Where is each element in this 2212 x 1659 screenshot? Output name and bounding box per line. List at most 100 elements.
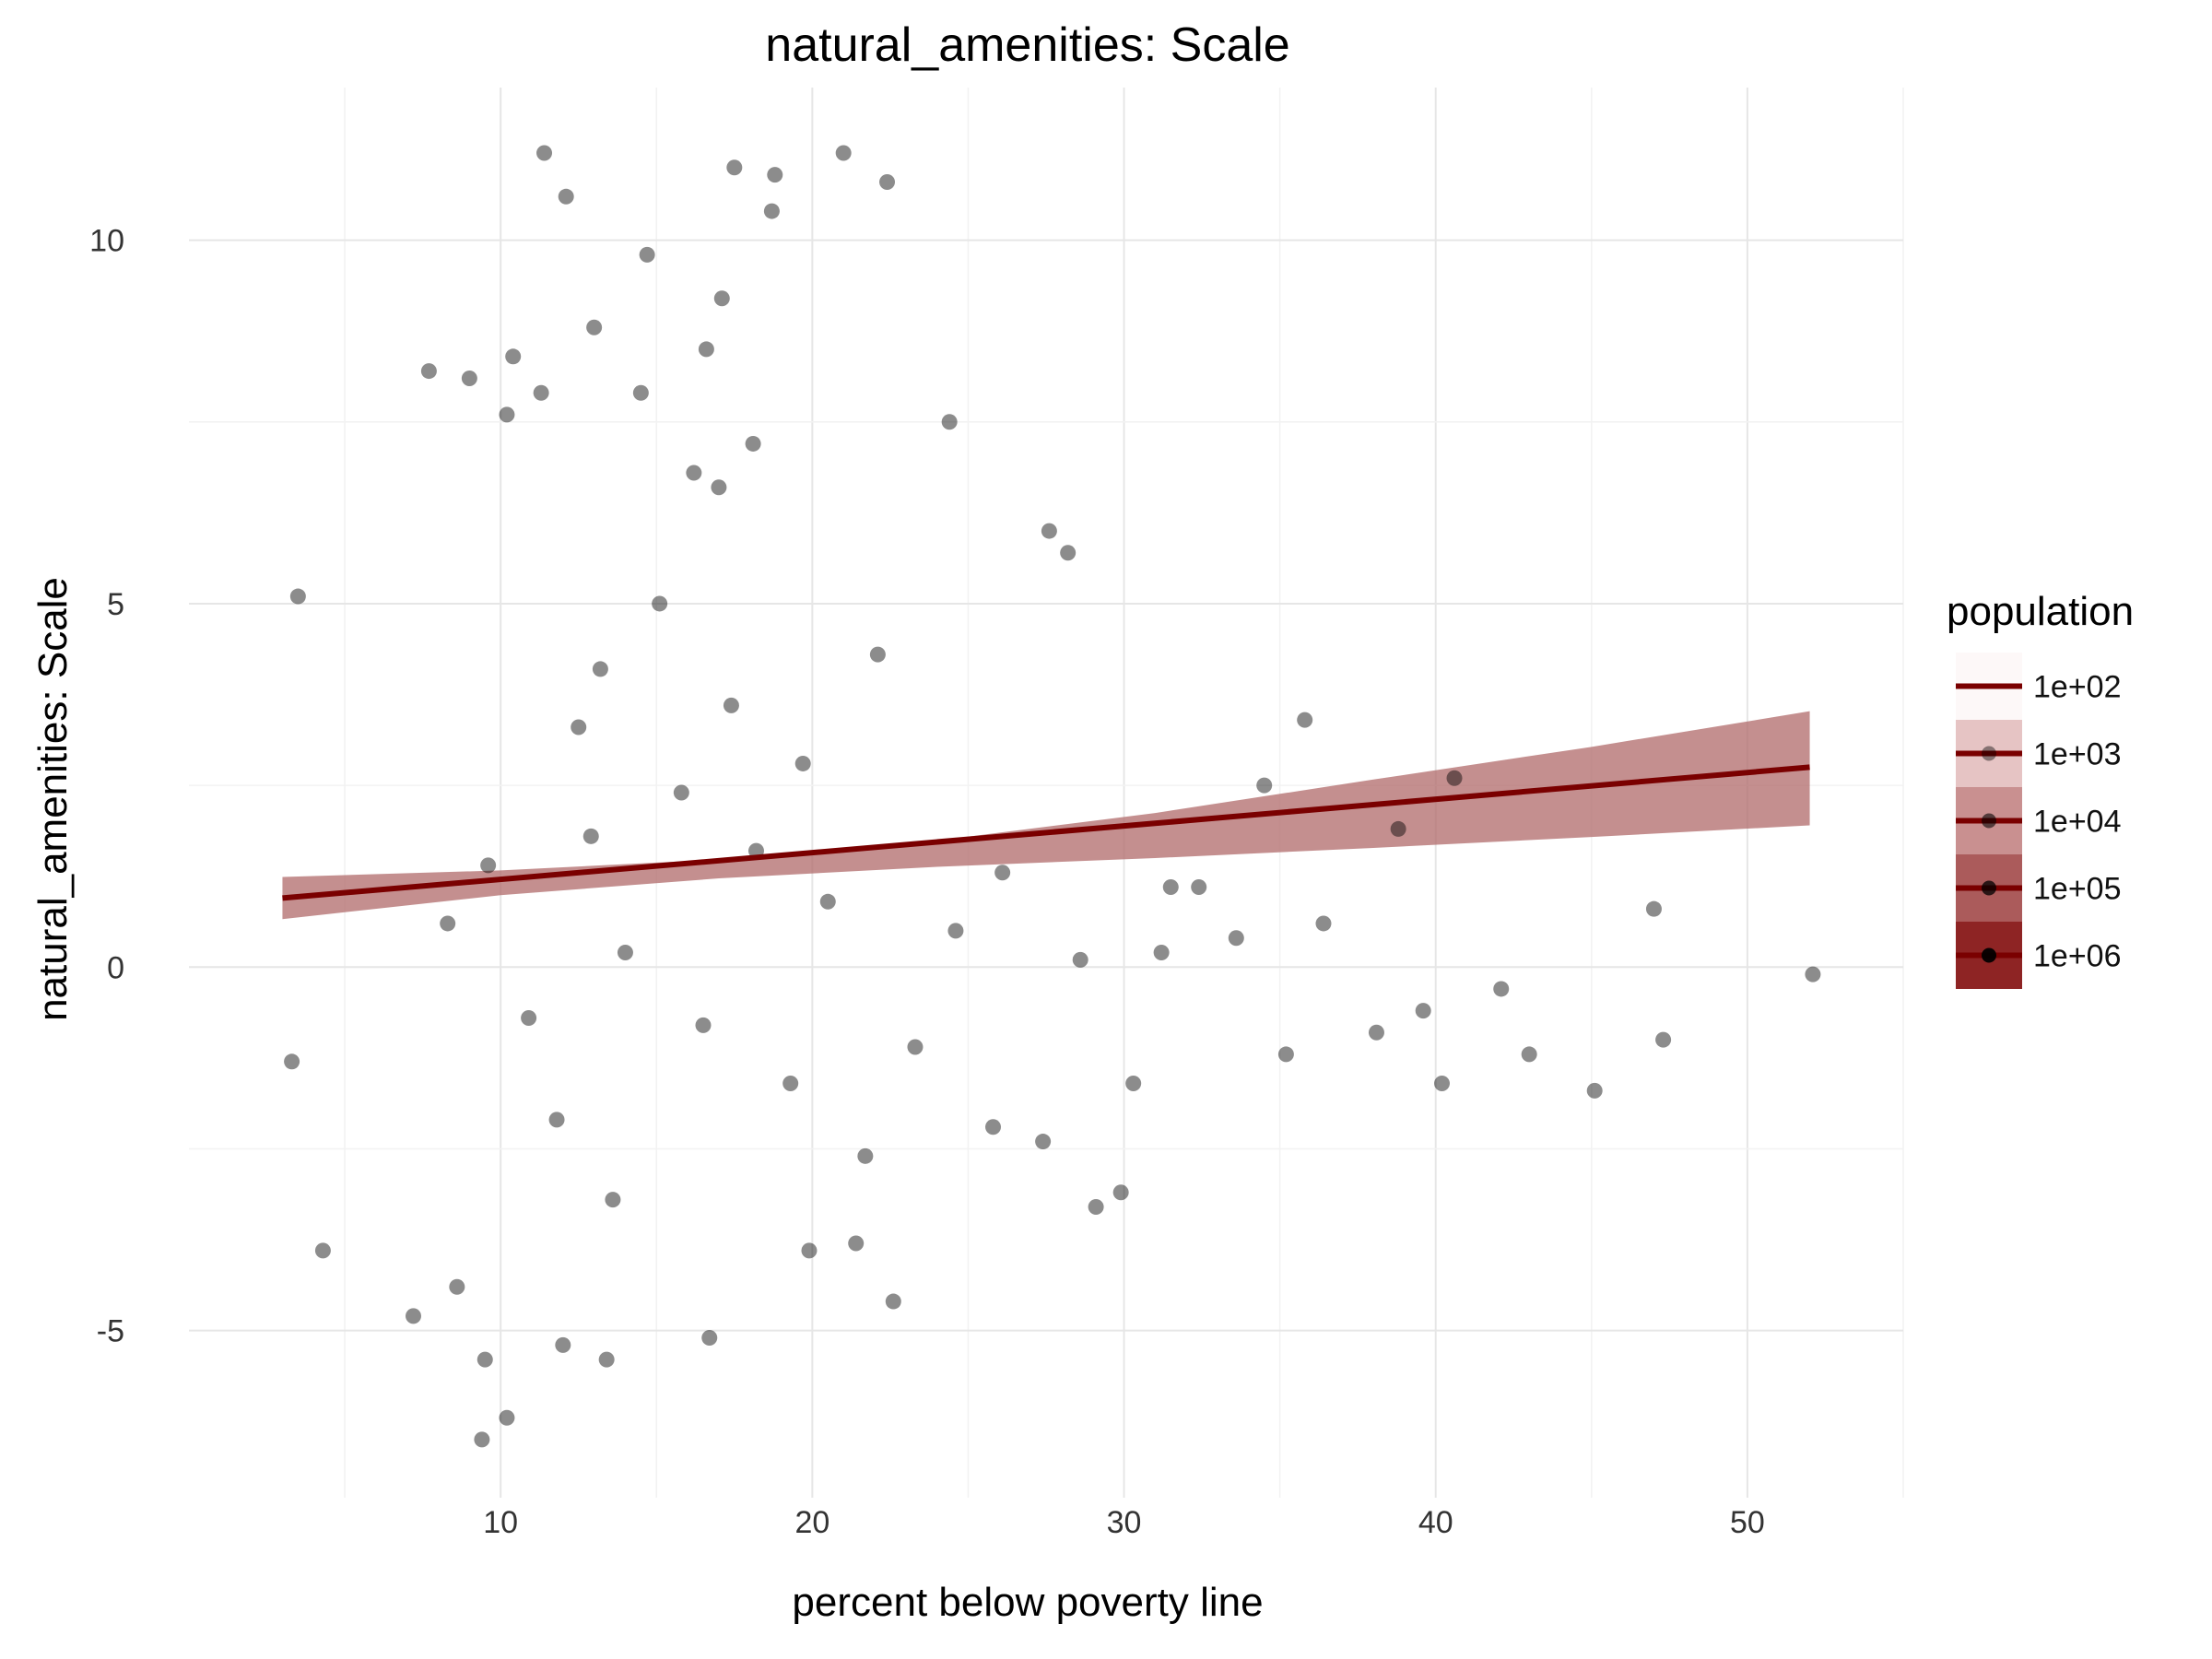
data-point — [1153, 945, 1170, 961]
x-tick-label: 50 — [1730, 1505, 1765, 1540]
data-point — [1125, 1075, 1142, 1091]
data-point — [885, 1293, 901, 1310]
data-point — [1655, 1031, 1672, 1048]
data-point — [1521, 1046, 1537, 1063]
legend-label: 1e+02 — [2033, 670, 2122, 705]
data-point — [480, 857, 497, 874]
legend-point-key — [1982, 813, 1996, 829]
x-tick-label: 40 — [1418, 1505, 1453, 1540]
data-point — [505, 348, 522, 365]
data-point — [726, 159, 743, 176]
data-point — [686, 465, 702, 481]
data-point — [652, 595, 668, 612]
data-point — [835, 145, 852, 161]
data-point — [461, 370, 477, 386]
x-axis-title: percent below poverty line — [792, 1580, 1263, 1625]
y-axis-ticks: -5 0 5 10 — [89, 224, 124, 1349]
legend: population 1e+02 1e+03 1e+04 1e+05 1e+06 — [1947, 589, 2134, 989]
data-point — [571, 719, 587, 735]
y-tick-label: 5 — [107, 587, 124, 622]
data-point — [548, 1112, 565, 1128]
data-point — [555, 1336, 571, 1353]
data-point — [617, 945, 633, 961]
data-point — [314, 1242, 331, 1259]
data-point — [1446, 770, 1463, 786]
data-point — [1088, 1199, 1104, 1216]
data-point — [632, 384, 649, 401]
data-point — [869, 646, 886, 663]
data-point — [1390, 820, 1406, 837]
confidence-band-area — [282, 711, 1810, 920]
y-tick-label: 0 — [107, 950, 124, 985]
data-point — [857, 1147, 874, 1164]
y-tick-label: 10 — [89, 224, 124, 259]
data-point — [605, 1192, 621, 1208]
data-point — [1060, 545, 1077, 561]
data-point — [794, 755, 811, 771]
x-tick-label: 10 — [483, 1505, 518, 1540]
legend-point-key — [1982, 947, 1996, 963]
data-point — [947, 923, 964, 939]
data-point — [1493, 981, 1510, 997]
data-point — [673, 784, 689, 801]
data-point — [1433, 1075, 1450, 1091]
data-point — [1072, 951, 1088, 968]
data-point — [1645, 900, 1662, 917]
data-point — [586, 319, 603, 335]
data-point — [405, 1308, 421, 1324]
data-point — [713, 290, 730, 307]
data-point — [499, 1409, 515, 1426]
data-point — [536, 145, 553, 161]
data-point — [1191, 879, 1207, 896]
fit-line — [282, 764, 1810, 901]
data-point — [767, 167, 783, 183]
data-point — [533, 384, 549, 401]
data-point — [284, 1053, 300, 1070]
data-point — [994, 865, 1011, 881]
data-point — [474, 1431, 490, 1448]
data-point — [701, 1329, 718, 1346]
x-tick-label: 20 — [794, 1505, 830, 1540]
y-axis-title: natural_amenities: Scale — [30, 577, 76, 1021]
data-point — [420, 363, 437, 380]
data-point — [521, 1009, 537, 1026]
data-point — [1368, 1024, 1384, 1041]
legend-point-key — [1982, 746, 1996, 761]
data-point — [558, 188, 574, 205]
data-points — [284, 145, 1821, 1448]
data-point — [848, 1235, 865, 1252]
data-point — [1586, 1082, 1603, 1099]
data-point — [695, 1017, 712, 1033]
data-point — [598, 1351, 615, 1368]
legend-label: 1e+03 — [2033, 737, 2122, 772]
data-point — [289, 588, 306, 605]
data-point — [499, 406, 515, 423]
data-point — [582, 828, 599, 844]
grid-lines — [189, 88, 1904, 1498]
legend-label: 1e+04 — [2033, 805, 2122, 840]
data-point — [477, 1351, 493, 1368]
data-point — [879, 174, 896, 191]
x-tick-label: 30 — [1107, 1505, 1142, 1540]
data-point — [1315, 915, 1332, 932]
data-point — [745, 435, 761, 452]
data-point — [1415, 1003, 1431, 1019]
data-point — [1228, 930, 1244, 947]
data-point — [440, 915, 456, 932]
chart-title: natural_amenities: Scale — [765, 18, 1289, 72]
data-point — [1297, 712, 1313, 728]
data-point — [819, 893, 836, 910]
data-point — [592, 661, 608, 677]
data-point — [782, 1075, 799, 1091]
data-point — [449, 1278, 465, 1295]
data-point — [907, 1039, 924, 1055]
data-point — [1277, 1046, 1294, 1063]
data-point — [1041, 523, 1057, 539]
legend-title: population — [1947, 589, 2134, 634]
data-point — [801, 1242, 818, 1259]
y-tick-label: -5 — [97, 1314, 124, 1349]
data-point — [698, 341, 714, 358]
data-point — [1256, 777, 1273, 794]
legend-label: 1e+06 — [2033, 939, 2122, 974]
